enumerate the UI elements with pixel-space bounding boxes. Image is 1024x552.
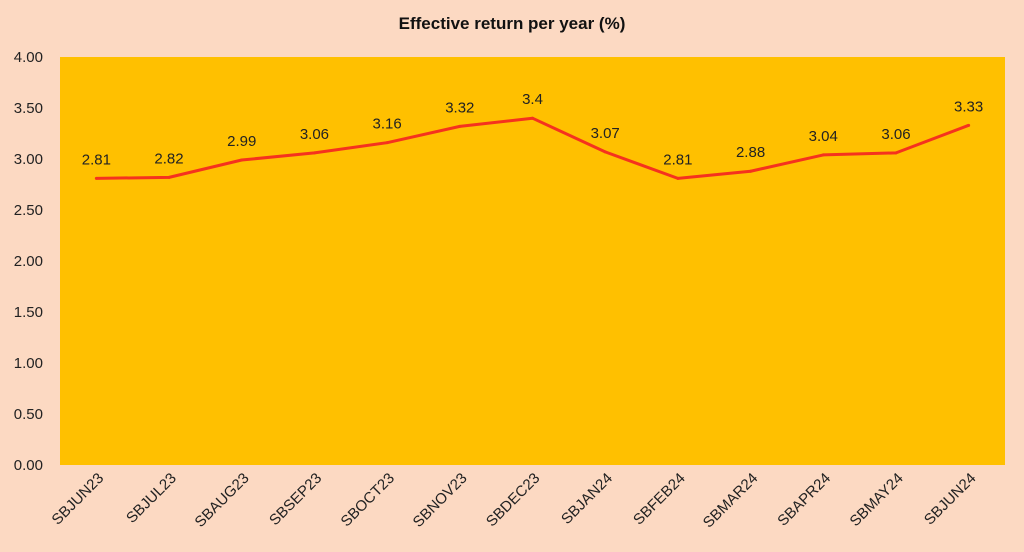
data-label: 3.06 xyxy=(881,126,910,143)
data-point xyxy=(821,153,825,157)
data-point xyxy=(603,150,607,154)
y-tick-label: 1.00 xyxy=(14,355,43,372)
y-tick-label: 1.50 xyxy=(14,304,43,321)
x-tick-label: SBMAR24 xyxy=(700,470,762,532)
data-label: 2.99 xyxy=(227,133,256,150)
x-tick-label: SBSEP23 xyxy=(266,470,325,529)
data-point xyxy=(312,151,316,155)
y-tick-label: 3.00 xyxy=(14,151,43,168)
data-point xyxy=(967,123,971,127)
data-point xyxy=(676,176,680,180)
data-label: 3.07 xyxy=(591,125,620,142)
data-label: 2.82 xyxy=(154,150,183,167)
data-label: 3.33 xyxy=(954,98,983,115)
data-label: 2.88 xyxy=(736,144,765,161)
data-point xyxy=(94,176,98,180)
y-tick-label: 2.50 xyxy=(14,202,43,219)
x-tick-label: SBFEB24 xyxy=(630,470,689,529)
x-tick-label: SBMAY24 xyxy=(847,470,907,530)
x-tick-label: SBDEC23 xyxy=(483,470,543,530)
x-tick-label: SBJAN24 xyxy=(558,470,616,528)
data-point xyxy=(749,169,753,173)
data-label: 3.4 xyxy=(522,91,543,108)
data-point xyxy=(385,141,389,145)
y-tick-label: 0.00 xyxy=(14,457,43,474)
plot-area xyxy=(60,57,1005,465)
y-tick-label: 2.00 xyxy=(14,253,43,270)
x-tick-label: SBJUN23 xyxy=(49,470,108,529)
y-tick-label: 3.50 xyxy=(14,100,43,117)
data-label: 2.81 xyxy=(663,151,692,168)
data-point xyxy=(167,175,171,179)
data-label: 2.81 xyxy=(82,151,111,168)
x-tick-label: SBAUG23 xyxy=(192,470,253,531)
x-tick-label: SBJUL23 xyxy=(123,470,180,527)
x-tick-label: SBNOV23 xyxy=(410,470,471,531)
data-point xyxy=(894,151,898,155)
data-label: 3.16 xyxy=(373,116,402,133)
x-tick-label: SBAPR24 xyxy=(774,470,834,530)
x-tick-label: SBOCT23 xyxy=(338,470,398,530)
y-tick-label: 4.00 xyxy=(14,49,43,66)
data-label: 3.04 xyxy=(809,128,838,145)
data-label: 3.06 xyxy=(300,126,329,143)
chart-title: Effective return per year (%) xyxy=(398,14,626,33)
data-point xyxy=(531,116,534,120)
data-point xyxy=(458,124,462,128)
y-tick-label: 0.50 xyxy=(14,406,43,423)
data-point xyxy=(240,158,244,162)
data-label: 3.32 xyxy=(445,99,474,116)
x-tick-label: SBJUN24 xyxy=(921,470,980,529)
